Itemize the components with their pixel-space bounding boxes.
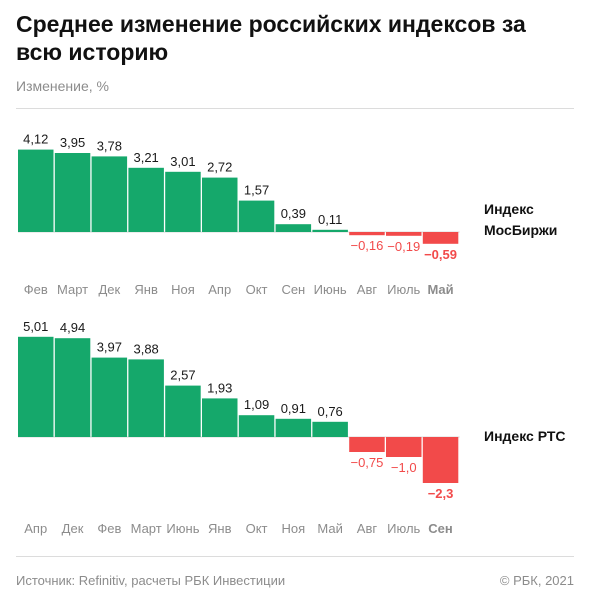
rts-month-label-5: Янв [208,521,232,536]
rts-month-label-2: Фев [97,521,121,536]
moex-value-label-5: 2,72 [207,160,232,175]
rts-value-label-9: −0,75 [350,455,383,470]
rts-value-label-5: 1,93 [207,380,232,395]
rts-bar-5 [202,398,238,437]
moex-value-label-7: 0,39 [281,206,306,221]
rts-value-label-0: 5,01 [23,319,48,334]
moex-value-label-8: 0,11 [318,212,342,227]
moex-month-label-9: Авг [357,282,378,297]
moex-month-label-11: Май [427,282,453,297]
chart-subtitle: Изменение, % [16,78,109,94]
rts-value-label-1: 4,94 [60,320,85,335]
moex-month-label-10: Июль [387,282,420,297]
rts-bar-4 [165,385,201,437]
moex-month-label-3: Янв [134,282,158,297]
moex-value-label-1: 3,95 [60,135,85,150]
moex-series-label-1: МосБиржи [484,222,557,238]
rts-bar-8 [312,421,348,437]
rts-value-label-2: 3,97 [97,340,122,355]
moex-bar-0 [18,149,54,232]
moex-bar-8 [312,229,348,232]
moex-value-label-3: 3,21 [133,150,158,165]
moex-value-label-2: 3,78 [97,138,122,153]
rts-value-label-3: 3,88 [133,341,158,356]
moex-value-label-10: −0,19 [387,239,420,254]
rts-bar-9 [349,437,385,452]
moex-value-label-0: 4,12 [23,132,48,147]
moex-month-label-8: Июнь [314,282,347,297]
rts-value-label-7: 0,91 [281,401,306,416]
rts-month-label-11: Сен [428,521,452,536]
moex-bar-1 [54,153,91,232]
moex-month-label-7: Сен [281,282,305,297]
moex-bar-7 [275,224,312,232]
moex-month-label-0: Фев [24,282,48,297]
moex-month-label-5: Апр [208,282,231,297]
moex-bar-5 [202,177,238,232]
rts-month-label-1: Дек [62,521,84,536]
moex-bar-6 [238,200,275,232]
chart-title: Среднее изменение российских индексов за… [16,11,526,65]
moex-bar-9 [349,232,385,236]
rts-bar-10 [386,437,422,457]
moex-month-label-6: Окт [246,282,268,297]
rts-month-label-0: Апр [24,521,47,536]
moex-value-label-4: 3,01 [170,154,195,169]
rts-month-label-3: Март [131,521,162,536]
moex-bar-4 [165,171,201,232]
rts-bar-2 [91,357,128,437]
rts-month-label-9: Авг [357,521,378,536]
rts-value-label-4: 2,57 [170,368,195,383]
rts-value-label-10: −1,0 [391,460,417,475]
moex-value-label-9: −0,16 [350,238,383,253]
moex-month-label-4: Ноя [171,282,195,297]
moex-series-label-0: Индекс [484,201,534,217]
moex-bar-3 [128,167,164,232]
copyright-note: © РБК, 2021 [499,573,574,588]
rts-series-label-0: Индекс РТС [484,428,566,444]
moex-value-label-6: 1,57 [244,183,269,198]
bar-charts: 4,12 Фев 3,95 Март 3,78 Дек 3,21 Янв 3,01 Ноя 2,72… [18,132,566,536]
moex-bar-10 [386,232,422,236]
rts-month-label-4: Июнь [166,521,199,536]
top-divider [16,108,574,109]
rts-value-label-8: 0,76 [317,404,342,419]
moex-month-label-1: Март [57,282,88,297]
rts-bar-3 [128,359,164,437]
rts-bar-11 [422,437,459,483]
rts-month-label-10: Июль [387,521,420,536]
rts-month-label-6: Окт [246,521,268,536]
moex-month-label-2: Дек [98,282,120,297]
bottom-divider [16,556,574,557]
rts-bar-6 [238,415,275,437]
moex-value-label-11: −0,59 [424,247,457,262]
rts-value-label-6: 1,09 [244,397,269,412]
rts-bar-0 [18,336,54,437]
moex-bar-11 [422,232,459,244]
rts-month-label-7: Ноя [282,521,306,536]
rts-month-label-8: Май [317,521,342,536]
source-note: Источник: Refinitiv, расчеты РБК Инвести… [16,573,286,588]
moex-bar-2 [91,156,128,232]
rts-bar-1 [54,338,91,437]
rts-bar-7 [275,418,312,437]
rts-value-label-11: −2,3 [428,486,454,501]
